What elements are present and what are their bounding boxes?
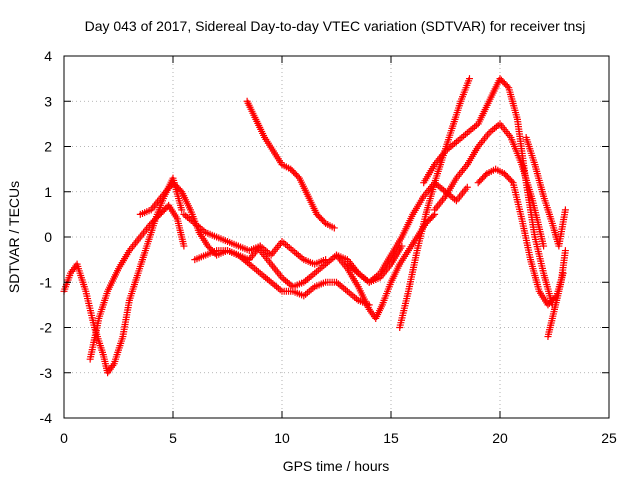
x-tick-label: 20 <box>492 430 508 446</box>
series-track-14 <box>522 133 569 250</box>
series-track-1 <box>60 174 186 377</box>
y-tick-label: 0 <box>44 229 52 245</box>
series-track-9 <box>343 179 471 286</box>
data-point <box>330 224 338 232</box>
data-point <box>398 242 406 250</box>
data-point <box>561 247 569 255</box>
y-tick-label: 1 <box>44 184 52 200</box>
series-track-12 <box>431 120 548 250</box>
data-point <box>503 82 511 90</box>
y-tick-label: -2 <box>40 320 53 336</box>
series-track-15 <box>544 247 569 341</box>
y-tick-label: -1 <box>40 274 53 290</box>
series-track-2 <box>86 201 188 363</box>
x-tick-label: 25 <box>601 430 617 446</box>
y-tick-label: 4 <box>44 48 52 64</box>
x-tick-label: 5 <box>169 430 177 446</box>
data-point <box>320 218 328 226</box>
data-point <box>429 212 437 220</box>
grid <box>63 55 610 419</box>
y-tick-label: -4 <box>40 410 53 426</box>
data-point <box>465 75 473 83</box>
data-points <box>60 75 569 377</box>
data-point <box>176 186 184 194</box>
x-axis-label: GPS time / hours <box>283 458 390 474</box>
data-point <box>180 242 188 250</box>
series-track-4 <box>180 210 330 268</box>
data-point <box>508 177 516 185</box>
series-track-6 <box>243 97 338 232</box>
data-point <box>540 242 548 250</box>
data-point <box>463 183 471 191</box>
y-axis-label: SDTVAR / TECUs <box>6 181 22 293</box>
data-point <box>481 171 489 179</box>
x-tick-label: 0 <box>60 430 68 446</box>
x-tick-label: 15 <box>383 430 399 446</box>
chart-title: Day 043 of 2017, Sidereal Day-to-day VTE… <box>85 18 586 34</box>
x-tick-label: 10 <box>274 430 290 446</box>
data-point <box>294 173 302 181</box>
y-tick-label: -3 <box>40 365 53 381</box>
series-track-10 <box>396 75 473 331</box>
series-track-8 <box>333 210 439 322</box>
y-tick-label: 3 <box>44 93 52 109</box>
data-point <box>561 206 569 214</box>
y-tick-label: 2 <box>44 139 52 155</box>
data-point <box>178 206 186 214</box>
axis-ticks: 0 5 10 15 20 25 -4 -3 -2 -1 0 1 2 3 4 <box>40 48 617 446</box>
